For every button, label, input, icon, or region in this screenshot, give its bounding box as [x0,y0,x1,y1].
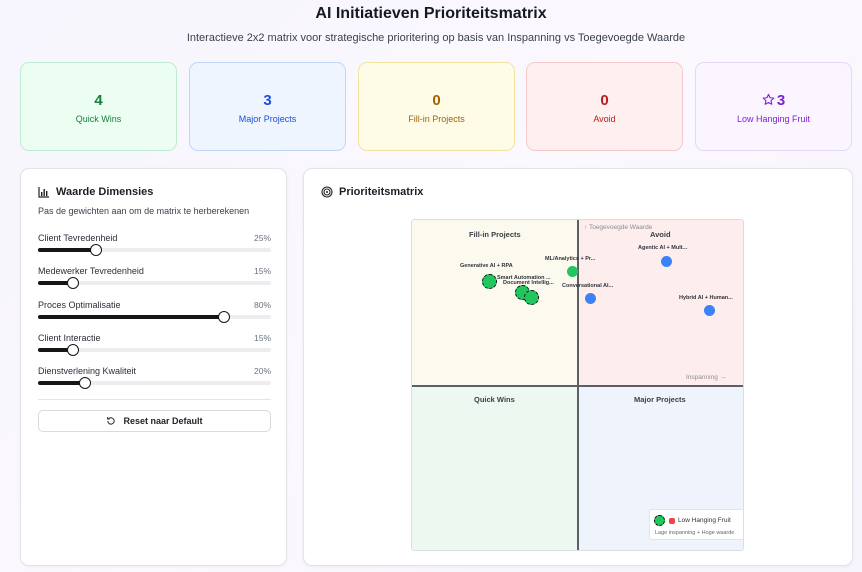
slider-thumb[interactable] [66,277,79,289]
x-axis-label: Inspanning → [686,374,727,381]
dimensions-description: Pas de gewichten aan om de matrix te her… [38,206,250,216]
point-label: Conversational AI... [562,283,614,289]
target-icon [321,186,333,198]
legend-note: Lage inspanning + Hoge waarde [655,530,735,536]
matrix-point-low-hanging-fruit[interactable] [481,273,497,289]
slider-label: Client Interactie [38,333,101,343]
quadrant-label-avoid: Avoid [650,230,671,239]
slider-thumb[interactable] [218,311,231,323]
star-icon [762,93,775,105]
point-label: Agentic AI + Mult... [638,245,688,251]
slider-thumb[interactable] [90,244,103,256]
matrix-legend: Low Hanging Fruit Lage inspanning + Hoge… [649,509,743,540]
slider-value: 20% [253,366,271,376]
stat-card-low-hanging-fruit: 3 Low Hanging Fruit [695,62,852,151]
dimensions-panel: Waarde Dimensies Pas de gewichten aan om… [20,168,287,566]
point-label: Hybrid AI + Human... [679,295,733,301]
stat-value-row: 3 [696,92,851,109]
slider-thumb[interactable] [78,377,91,389]
slider-track[interactable] [38,377,271,389]
bar-chart-icon [38,187,49,198]
apple-icon [669,517,675,524]
stat-label: Major Projects [238,114,297,124]
divider [38,399,271,400]
slider-fill [38,248,97,252]
point-label: Generative AI + RPA [460,263,513,269]
stat-card-major-projects: 3 Major Projects [189,62,346,151]
page-title: AI Initiatieven Prioriteitsmatrix [315,5,547,22]
stat-label: Fill-in Projects [408,114,465,124]
matrix-point-major-project[interactable] [703,304,715,316]
stat-card-quick-wins: 4 Quick Wins [20,62,177,151]
page-subtitle: Interactieve 2x2 matrix voor strategisch… [186,32,686,44]
matrix-header: Prioriteitsmatrix [321,186,423,198]
slider-proces-optimalisatie: Proces Optimalisatie 80% [38,300,271,323]
stat-card-fill-in-projects: 0 Fill-in Projects [358,62,515,151]
matrix-panel: Prioriteitsmatrix Fill-in Projects Avoid… [303,168,853,566]
slider-client-interactie: Client Interactie 15% [38,333,271,356]
slider-track[interactable] [38,344,271,356]
dimensions-title: Waarde Dimensies [56,186,154,198]
point-label: ML/Analytics + Pr... [545,256,596,262]
matrix-point-major-project[interactable] [584,292,596,304]
stat-label: Avoid [593,114,616,124]
slider-label: Medewerker Tevredenheid [38,266,144,276]
slider-label: Dienstverlening Kwaliteit [38,366,137,376]
slider-thumb[interactable] [66,344,79,356]
slider-value: 15% [253,333,271,343]
slider-fill [38,281,73,285]
quadrant-label-quick-wins: Quick Wins [474,395,515,404]
quadrant-avoid [578,220,743,386]
quadrant-quick-wins [412,386,578,550]
quadrant-fill-in [412,220,578,386]
stat-value: 3 [263,92,272,109]
stat-value: 4 [94,92,103,109]
slider-value: 80% [253,300,271,310]
stat-label: Quick Wins [75,114,122,124]
quadrant-label-major-projects: Major Projects [634,395,686,404]
slider-fill [38,315,225,319]
slider-fill [38,381,85,385]
matrix-point-low-hanging-fruit[interactable] [523,289,539,305]
slider-label: Proces Optimalisatie [38,300,121,310]
legend-title: Low Hanging Fruit [678,517,731,524]
slider-medewerker-tevredenheid: Medewerker Tevredenheid 15% [38,266,271,289]
reset-icon [107,417,116,425]
legend-title-row: Low Hanging Fruit [669,517,731,524]
stat-card-avoid: 0 Avoid [526,62,683,151]
slider-track[interactable] [38,311,271,323]
horizontal-axis [412,385,743,387]
slider-value: 15% [253,266,271,276]
legend-marker [654,515,665,526]
slider-value: 25% [253,233,271,243]
slider-dienstverlening-kwaliteit: Dienstverlening Kwaliteit 20% [38,366,271,389]
quadrant-label-fill-in: Fill-in Projects [469,230,521,239]
priority-matrix: Fill-in Projects Avoid Quick Wins Major … [411,219,744,551]
y-axis-label: ↑ Toegevoegde Waarde [584,224,653,231]
reset-label: Reset naar Default [123,416,203,426]
slider-label: Client Tevredenheid [38,233,118,243]
stat-value: 0 [432,92,441,109]
reset-button[interactable]: Reset naar Default [38,410,271,432]
point-label: Smart Automation ... [497,275,551,281]
slider-track[interactable] [38,244,271,256]
point-label: Document Intellig... [503,280,554,286]
dimensions-header: Waarde Dimensies [38,186,153,198]
matrix-point-quick-win[interactable] [566,265,578,277]
matrix-title: Prioriteitsmatrix [339,186,424,198]
slider-fill [38,348,73,352]
slider-track[interactable] [38,277,271,289]
slider-client-tevredenheid: Client Tevredenheid 25% [38,233,271,256]
matrix-point-major-project[interactable] [660,255,672,267]
stat-value: 0 [600,92,609,109]
stat-label: Low Hanging Fruit [736,114,811,124]
stat-value: 3 [776,92,786,109]
